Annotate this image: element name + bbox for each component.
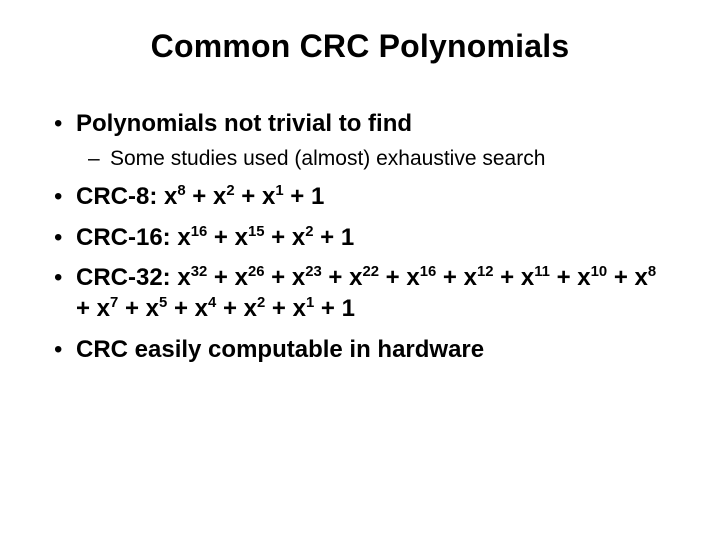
crc16-label: CRC-16:	[76, 224, 177, 251]
slide: Common CRC Polynomials Polynomials not t…	[0, 0, 720, 540]
bullet-not-trivial-text: Polynomials not trivial to find	[76, 110, 412, 137]
bullet-crc32: CRC-32: x32 + x26 + x23 + x22 + x16 + x1…	[48, 263, 672, 324]
bullet-not-trivial: Polynomials not trivial to find Some stu…	[48, 109, 672, 172]
crc8-poly: x8 + x2 + x1 + 1	[164, 183, 324, 210]
crc32-label: CRC-32:	[76, 264, 177, 291]
bullet-crc8: CRC-8: x8 + x2 + x1 + 1	[48, 182, 672, 213]
slide-title: Common CRC Polynomials	[48, 28, 672, 65]
bullet-hardware-text: CRC easily computable in hardware	[76, 336, 484, 363]
sub-bullet-exhaustive-text: Some studies used (almost) exhaustive se…	[110, 147, 545, 170]
bullet-hardware: CRC easily computable in hardware	[48, 335, 672, 366]
bullet-list: Polynomials not trivial to find Some stu…	[48, 109, 672, 366]
sub-bullet-exhaustive: Some studies used (almost) exhaustive se…	[82, 146, 672, 172]
sub-bullet-list: Some studies used (almost) exhaustive se…	[76, 146, 672, 172]
crc16-poly: x16 + x15 + x2 + 1	[177, 224, 354, 251]
crc8-label: CRC-8:	[76, 183, 164, 210]
bullet-crc16: CRC-16: x16 + x15 + x2 + 1	[48, 223, 672, 254]
